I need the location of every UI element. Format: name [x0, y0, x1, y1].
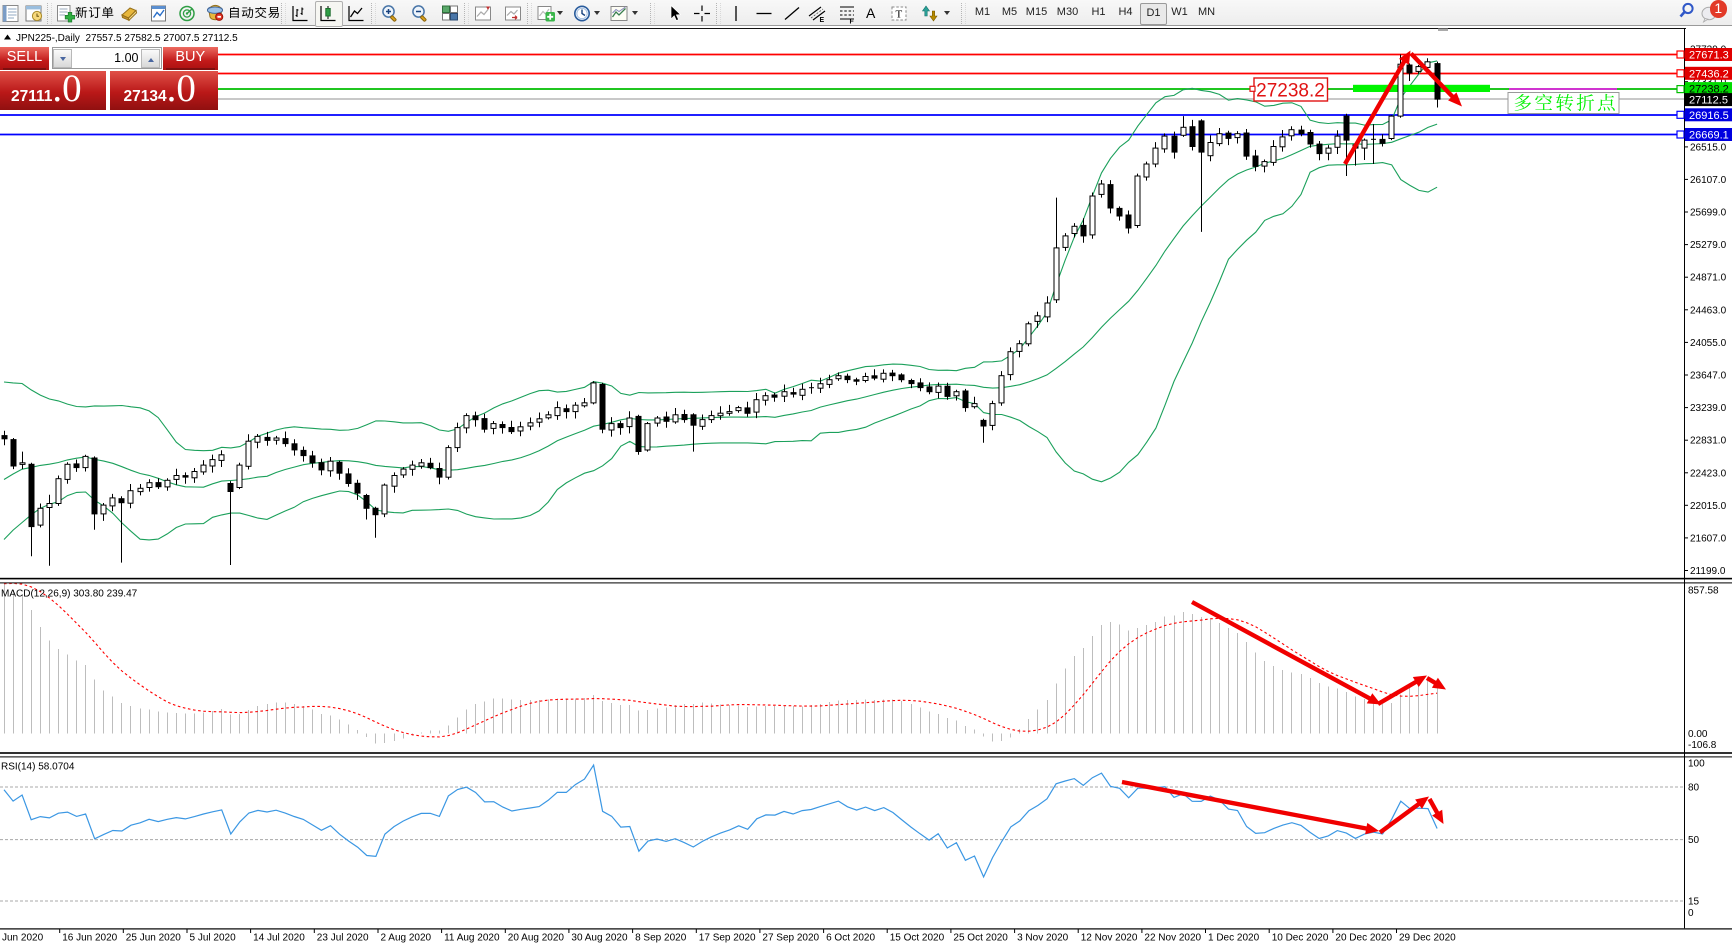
svg-text:E: E: [820, 17, 825, 24]
svg-text:29 Dec 2020: 29 Dec 2020: [1399, 933, 1456, 944]
svg-text:27238.2: 27238.2: [1256, 81, 1325, 102]
svg-text:16 Jun 2020: 16 Jun 2020: [62, 933, 117, 944]
svg-text:11 Aug 2020: 11 Aug 2020: [444, 933, 500, 944]
svg-text:Jun 2020: Jun 2020: [2, 933, 44, 944]
svg-text:F: F: [850, 19, 855, 26]
svg-text:22015.0: 22015.0: [1690, 501, 1727, 512]
svg-text:22 Nov 2020: 22 Nov 2020: [1144, 933, 1201, 944]
svg-text:1 Dec 2020: 1 Dec 2020: [1208, 933, 1260, 944]
svg-text:17 Sep 2020: 17 Sep 2020: [699, 933, 756, 944]
svg-text:2 Aug 2020: 2 Aug 2020: [381, 933, 432, 944]
svg-text:JPN225-,Daily 27557.5 27582.5: JPN225-,Daily 27557.5 27582.5 27007.5 27…: [16, 33, 238, 44]
svg-text:26916.5: 26916.5: [1689, 110, 1729, 122]
svg-text:12 Nov 2020: 12 Nov 2020: [1081, 933, 1138, 944]
svg-text:26515.0: 26515.0: [1690, 142, 1727, 153]
svg-text:26669.1: 26669.1: [1689, 130, 1729, 142]
svg-text:23 Jul 2020: 23 Jul 2020: [317, 933, 369, 944]
svg-text:22831.0: 22831.0: [1690, 436, 1727, 447]
svg-text:27436.2: 27436.2: [1689, 68, 1729, 80]
svg-text:MACD(12,26,9) 303.80 239.47: MACD(12,26,9) 303.80 239.47: [1, 589, 138, 600]
svg-text:24871.0: 24871.0: [1690, 273, 1727, 284]
svg-text:21199.0: 21199.0: [1690, 566, 1726, 577]
svg-text:T: T: [896, 9, 903, 21]
svg-text:25 Jun 2020: 25 Jun 2020: [126, 933, 181, 944]
svg-text:21607.0: 21607.0: [1690, 533, 1727, 544]
svg-text:27671.3: 27671.3: [1689, 50, 1729, 62]
svg-text:14 Jul 2020: 14 Jul 2020: [253, 933, 305, 944]
svg-text:5 Jul 2020: 5 Jul 2020: [190, 933, 237, 944]
svg-text:25 Oct 2020: 25 Oct 2020: [953, 933, 1008, 944]
svg-text:-106.8: -106.8: [1688, 740, 1717, 751]
svg-text:26107.0: 26107.0: [1690, 175, 1727, 186]
svg-text:6 Oct 2020: 6 Oct 2020: [826, 933, 875, 944]
svg-text:8 Sep 2020: 8 Sep 2020: [635, 933, 687, 944]
svg-text:27112.5: 27112.5: [1689, 95, 1728, 107]
svg-text:RSI(14) 58.0704: RSI(14) 58.0704: [1, 762, 75, 773]
svg-text:23647.0: 23647.0: [1690, 371, 1727, 382]
svg-text:100: 100: [1688, 759, 1705, 770]
svg-text:25279.0: 25279.0: [1690, 240, 1727, 251]
svg-text:0.00: 0.00: [1688, 729, 1708, 740]
svg-text:23239.0: 23239.0: [1690, 403, 1727, 414]
svg-text:25699.0: 25699.0: [1690, 208, 1727, 219]
svg-text:0: 0: [1688, 908, 1694, 919]
svg-text:22423.0: 22423.0: [1690, 468, 1727, 479]
svg-text:3 Nov 2020: 3 Nov 2020: [1017, 933, 1069, 944]
svg-text:15: 15: [1688, 897, 1700, 908]
svg-text:80: 80: [1688, 783, 1700, 794]
svg-text:20 Aug 2020: 20 Aug 2020: [508, 933, 565, 944]
svg-text:15 Oct 2020: 15 Oct 2020: [890, 933, 945, 944]
svg-text:30 Aug 2020: 30 Aug 2020: [571, 933, 628, 944]
svg-text:27 Sep 2020: 27 Sep 2020: [762, 933, 819, 944]
svg-text:24463.0: 24463.0: [1690, 305, 1727, 316]
svg-text:50: 50: [1688, 835, 1700, 846]
svg-text:20 Dec 2020: 20 Dec 2020: [1335, 933, 1392, 944]
svg-text:10 Dec 2020: 10 Dec 2020: [1272, 933, 1329, 944]
svg-text:857.58: 857.58: [1688, 586, 1719, 597]
svg-text:27238.2: 27238.2: [1689, 84, 1729, 96]
svg-text:24055.0: 24055.0: [1690, 338, 1727, 349]
